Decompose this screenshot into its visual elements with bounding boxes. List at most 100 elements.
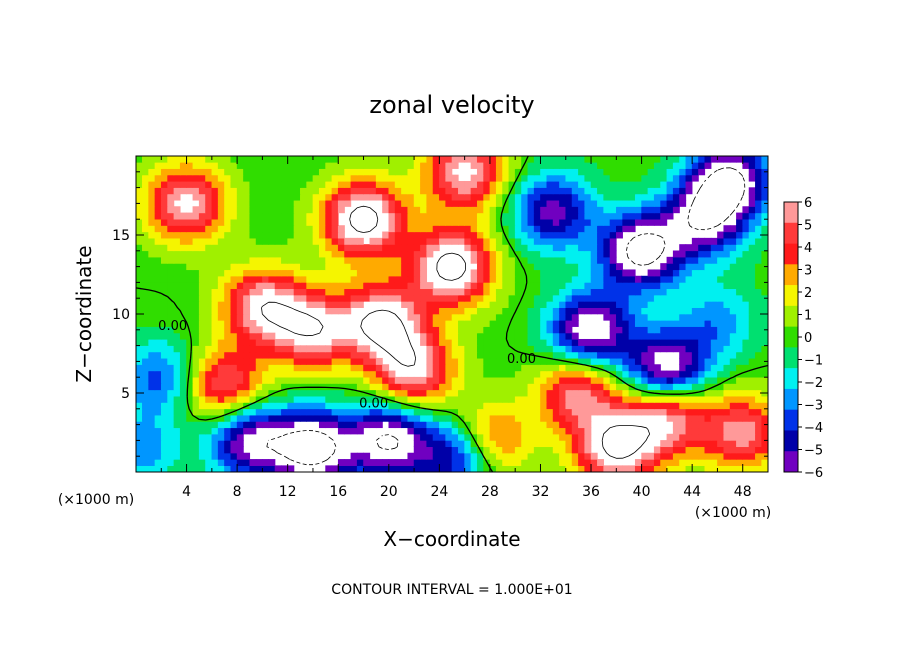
field-cell <box>761 440 768 448</box>
field-cell <box>432 294 440 302</box>
field-cell <box>236 218 244 226</box>
field-cell <box>483 326 491 334</box>
field-cell <box>597 187 604 195</box>
field-cell <box>546 256 554 264</box>
field-cell <box>167 162 175 169</box>
field-cell <box>388 421 396 429</box>
field-cell <box>578 357 586 365</box>
field-cell <box>616 389 623 397</box>
field-cell <box>502 193 510 201</box>
field-cell <box>230 206 238 214</box>
field-cell <box>590 465 598 472</box>
field-cell <box>142 332 149 340</box>
field-cell <box>413 307 421 315</box>
field-cell <box>243 225 251 233</box>
field-cell <box>243 414 251 422</box>
field-cell <box>337 168 345 176</box>
colorbar-swatch <box>784 243 798 265</box>
field-cell <box>318 156 326 163</box>
field-cell <box>729 376 737 384</box>
field-cell <box>186 338 194 346</box>
field-cell <box>350 351 358 359</box>
field-cell <box>483 383 491 391</box>
field-cell <box>603 187 611 195</box>
field-cell <box>439 174 446 182</box>
field-cell <box>300 414 307 422</box>
field-cell <box>217 326 225 334</box>
field-cell <box>274 250 282 258</box>
field-cell <box>420 275 428 283</box>
field-cell <box>704 332 712 340</box>
field-cell <box>527 256 535 264</box>
field-cell <box>325 269 333 277</box>
field-cell <box>192 395 200 403</box>
field-cell <box>312 174 320 182</box>
field-cell <box>325 156 333 163</box>
field-cell <box>388 383 396 391</box>
field-cell <box>413 421 421 429</box>
field-cell <box>331 402 339 410</box>
field-cell <box>748 427 756 435</box>
field-cell <box>546 427 554 435</box>
field-cell <box>432 433 440 441</box>
field-cell <box>540 156 548 163</box>
field-cell <box>578 421 586 429</box>
field-cell <box>748 282 756 290</box>
field-cell <box>160 465 168 472</box>
field-cell <box>268 370 276 378</box>
field-cell <box>375 174 383 182</box>
field-cell <box>287 376 295 384</box>
field-cell <box>571 433 579 441</box>
field-cell <box>742 282 750 290</box>
field-cell <box>407 408 415 416</box>
field-cell <box>325 383 333 391</box>
field-cell <box>609 357 617 365</box>
field-cell <box>476 168 484 176</box>
field-cell <box>691 294 699 302</box>
field-cell <box>527 250 535 258</box>
field-cell <box>559 162 567 169</box>
field-cell <box>761 156 768 163</box>
field-cell <box>571 383 579 391</box>
field-cell <box>394 263 402 271</box>
field-cell <box>236 199 244 207</box>
field-cell <box>445 421 453 429</box>
field-cell <box>205 402 213 410</box>
field-cell <box>173 193 181 201</box>
field-cell <box>325 364 333 372</box>
field-cell <box>685 465 693 472</box>
field-cell <box>679 193 687 201</box>
field-cell <box>502 187 510 195</box>
field-cell <box>198 452 206 460</box>
field-cell <box>704 383 712 391</box>
field-cell <box>533 465 541 472</box>
field-cell <box>578 452 586 460</box>
field-cell <box>167 338 175 346</box>
field-cell <box>502 421 510 429</box>
field-cell <box>148 320 156 327</box>
field-cell <box>578 275 586 283</box>
field-cell <box>426 250 434 258</box>
field-cell <box>622 326 630 334</box>
field-cell <box>464 376 472 384</box>
field-cell <box>698 414 706 422</box>
field-cell <box>445 332 453 340</box>
field-cell <box>609 199 617 207</box>
field-cell <box>179 459 187 466</box>
field-cell <box>723 364 731 372</box>
field-cell <box>394 206 402 214</box>
field-cell <box>388 269 396 277</box>
field-cell <box>565 282 573 290</box>
field-cell <box>236 465 244 472</box>
field-cell <box>388 180 396 188</box>
field-cell <box>274 364 282 372</box>
field-cell <box>489 421 497 429</box>
field-cell <box>672 440 680 448</box>
field-cell <box>154 383 162 391</box>
field-cell <box>470 345 478 353</box>
field-cell <box>489 459 497 466</box>
field-cell <box>672 193 680 201</box>
field-cell <box>597 459 604 466</box>
field-cell <box>653 395 661 403</box>
field-cell <box>337 231 345 239</box>
